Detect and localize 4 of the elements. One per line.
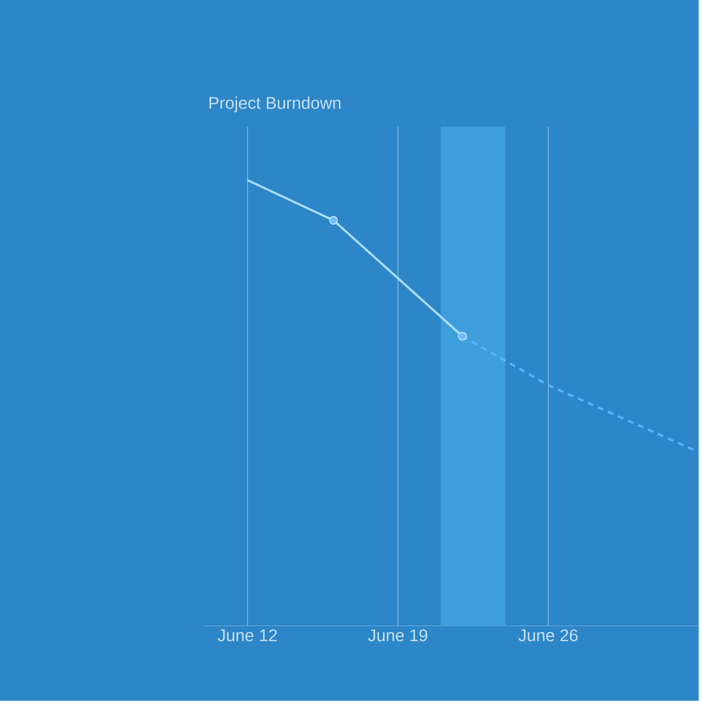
- x-tick-label: June 12: [218, 629, 277, 642]
- chart-title: Project Burndown: [210, 96, 340, 112]
- x-tick-label: June 19: [368, 629, 428, 642]
- x-tick-label: June 26: [518, 629, 578, 642]
